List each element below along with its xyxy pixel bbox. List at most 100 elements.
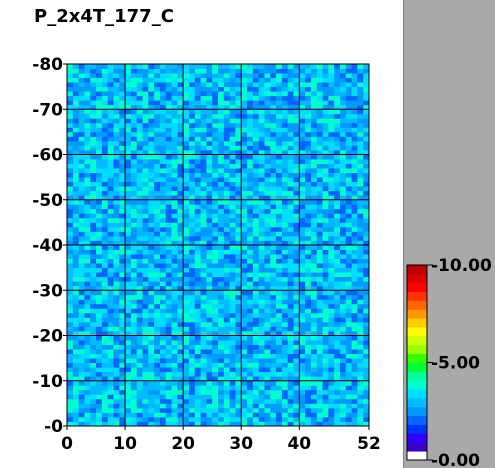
heatmap-cell bbox=[159, 326, 167, 332]
heatmap-cell bbox=[287, 159, 294, 164]
heatmap-cell bbox=[252, 199, 260, 205]
heatmap-cell bbox=[299, 195, 306, 201]
heatmap-cell bbox=[78, 145, 85, 151]
heatmap-cell bbox=[264, 109, 271, 115]
heatmap-cell bbox=[328, 163, 335, 169]
heatmap-cell bbox=[229, 299, 236, 305]
heatmap-cell bbox=[194, 95, 201, 101]
heatmap-cell bbox=[305, 421, 312, 427]
heatmap-cell bbox=[113, 389, 120, 395]
heatmap-cell bbox=[125, 226, 132, 232]
heatmap-cell bbox=[357, 86, 364, 92]
heatmap-cell bbox=[84, 204, 91, 210]
heatmap-cell bbox=[351, 86, 358, 92]
heatmap-cell bbox=[258, 100, 265, 106]
heatmap-cell bbox=[171, 113, 178, 119]
heatmap-cell bbox=[113, 330, 120, 336]
heatmap-cell bbox=[334, 407, 341, 413]
heatmap-cell bbox=[258, 195, 265, 201]
heatmap-cell bbox=[235, 245, 242, 250]
heatmap-cell bbox=[159, 217, 167, 223]
heatmap-cell bbox=[339, 245, 347, 250]
heatmap-cell bbox=[165, 267, 172, 273]
heatmap-cell bbox=[183, 190, 190, 196]
heatmap-cell bbox=[247, 217, 254, 223]
heatmap-cell bbox=[276, 349, 283, 354]
heatmap-cell bbox=[299, 367, 306, 373]
heatmap-cell bbox=[357, 290, 364, 296]
heatmap-cell bbox=[67, 181, 74, 187]
heatmap-cell bbox=[165, 254, 172, 259]
heatmap-cell bbox=[107, 321, 114, 327]
heatmap-cell bbox=[130, 276, 138, 282]
heatmap-cell bbox=[130, 109, 138, 115]
heatmap-cell bbox=[78, 168, 85, 173]
heatmap-cell bbox=[194, 380, 201, 386]
heatmap-cell bbox=[72, 204, 80, 210]
heatmap-cell bbox=[281, 376, 289, 382]
heatmap-cell bbox=[130, 403, 138, 409]
heatmap-cell bbox=[316, 136, 323, 142]
heatmap-cell bbox=[345, 208, 352, 214]
heatmap-cell bbox=[247, 249, 254, 255]
heatmap-cell bbox=[159, 258, 167, 264]
heatmap-cell bbox=[322, 394, 329, 400]
heatmap-cell bbox=[90, 77, 97, 83]
heatmap-cell bbox=[154, 226, 161, 232]
heatmap-cell bbox=[165, 100, 172, 106]
heatmap-cell bbox=[194, 109, 201, 115]
heatmap-cell bbox=[252, 403, 260, 409]
heatmap-cell bbox=[177, 77, 184, 83]
heatmap-cell bbox=[235, 109, 242, 115]
heatmap-cell bbox=[310, 113, 318, 119]
heatmap-cell bbox=[316, 407, 323, 413]
heatmap-cell bbox=[188, 145, 196, 151]
heatmap-cell bbox=[316, 177, 323, 183]
heatmap-cell bbox=[252, 136, 260, 142]
heatmap-cell bbox=[154, 245, 161, 250]
heatmap-cell bbox=[218, 272, 225, 278]
heatmap-cell bbox=[130, 231, 138, 237]
heatmap-cell bbox=[119, 376, 126, 382]
heatmap-cell bbox=[334, 403, 341, 409]
heatmap-cell bbox=[241, 122, 248, 128]
heatmap-cell bbox=[206, 263, 213, 269]
heatmap-cell bbox=[90, 127, 97, 133]
heatmap-cell bbox=[113, 159, 120, 164]
heatmap-cell bbox=[183, 172, 190, 178]
heatmap-cell bbox=[281, 145, 289, 151]
heatmap-cell bbox=[212, 394, 219, 400]
heatmap-cell bbox=[84, 199, 91, 205]
heatmap-cell bbox=[136, 394, 143, 400]
heatmap-cell bbox=[101, 154, 109, 160]
heatmap-cell bbox=[339, 416, 347, 422]
heatmap-cell bbox=[305, 100, 312, 106]
heatmap-cell bbox=[96, 213, 103, 219]
heatmap-cell bbox=[281, 213, 289, 219]
heatmap-cell bbox=[171, 118, 178, 124]
heatmap-cell bbox=[339, 308, 347, 314]
heatmap-cell bbox=[310, 104, 318, 110]
heatmap-cell bbox=[125, 122, 132, 128]
heatmap-cell bbox=[322, 267, 329, 273]
heatmap-cell bbox=[96, 258, 103, 264]
heatmap-cell bbox=[305, 73, 312, 78]
heatmap-cell bbox=[363, 226, 370, 232]
heatmap-cell bbox=[142, 285, 149, 291]
heatmap-cell bbox=[299, 159, 306, 164]
heatmap-cell bbox=[212, 321, 219, 327]
heatmap-cell bbox=[264, 403, 271, 409]
heatmap-cell bbox=[171, 149, 178, 155]
heatmap-cell bbox=[154, 376, 161, 382]
heatmap-cell bbox=[90, 353, 97, 359]
heatmap-cell bbox=[293, 231, 300, 237]
heatmap-cell bbox=[252, 222, 260, 228]
heatmap-cell bbox=[206, 317, 213, 323]
heatmap-cell bbox=[183, 163, 190, 169]
heatmap-cell bbox=[293, 303, 300, 309]
heatmap-cell bbox=[130, 226, 138, 232]
heatmap-cell bbox=[96, 349, 103, 354]
heatmap-cell bbox=[96, 380, 103, 386]
heatmap-cell bbox=[165, 226, 172, 232]
heatmap-cell bbox=[252, 407, 260, 413]
